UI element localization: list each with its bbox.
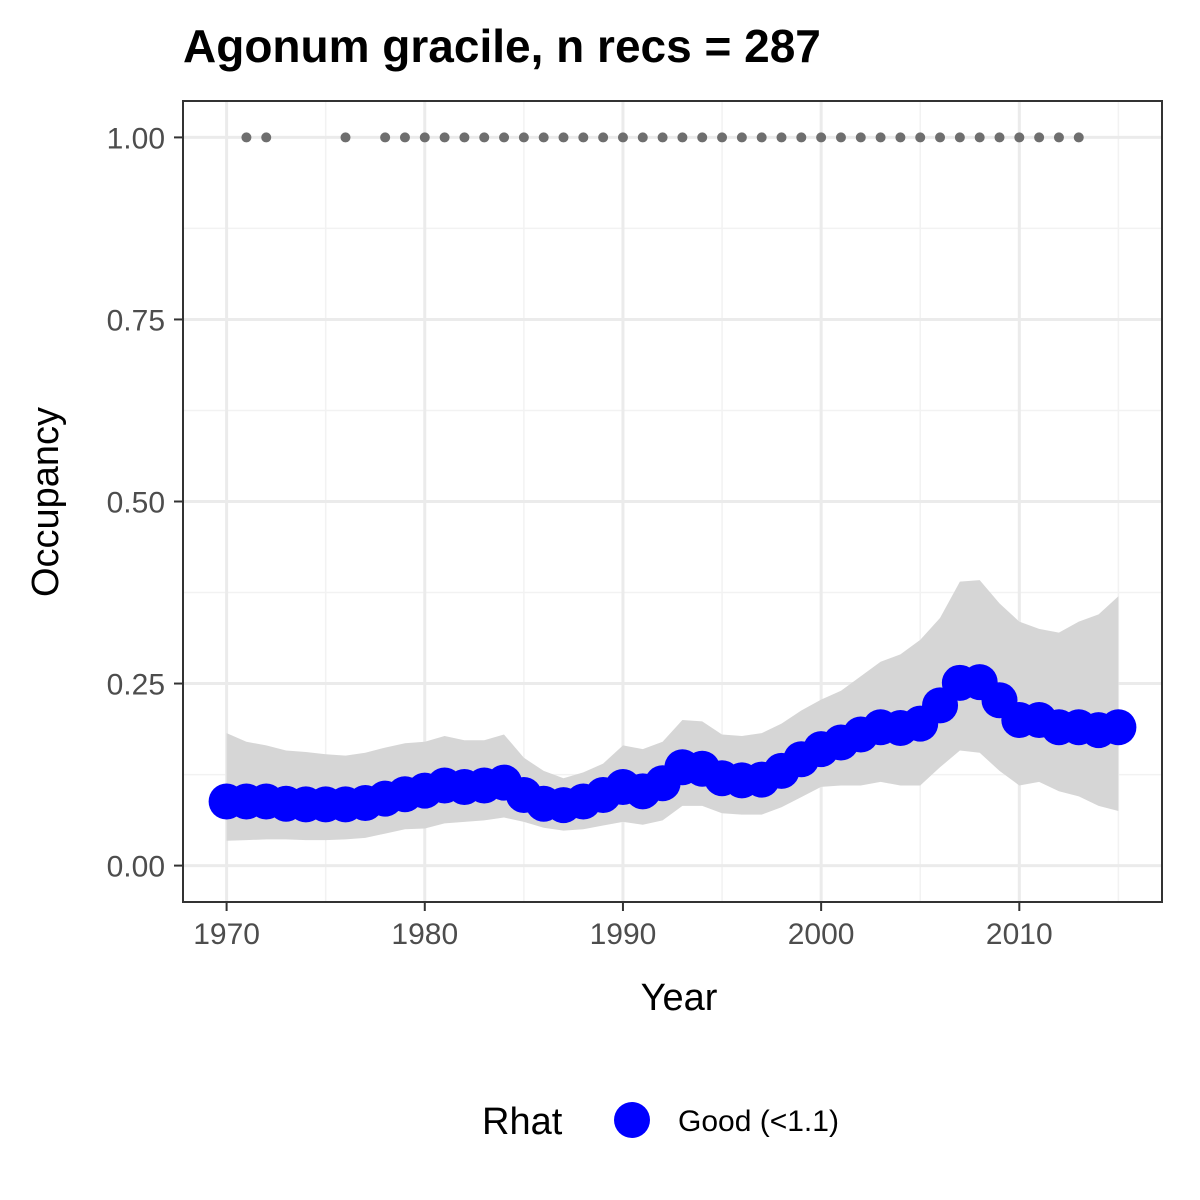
record-point [439, 132, 450, 143]
record-point [241, 132, 252, 143]
record-point [261, 132, 272, 143]
record-point [816, 132, 827, 143]
y-axis-title: Occupancy [25, 407, 67, 597]
x-tick-label: 1990 [590, 918, 657, 951]
record-point [796, 132, 807, 143]
legend-label-good: Good (<1.1) [678, 1105, 839, 1138]
record-point [776, 132, 787, 143]
record-point [915, 132, 926, 143]
record-point [895, 132, 906, 143]
record-point [677, 132, 688, 143]
record-point [380, 132, 391, 143]
legend: Rhat Good (<1.1) [482, 1101, 839, 1143]
record-point [1053, 132, 1064, 143]
plot-panel [182, 100, 1163, 903]
record-point [637, 132, 648, 143]
record-point [1014, 132, 1025, 143]
record-point [855, 132, 866, 143]
record-point [578, 132, 589, 143]
y-tick-label: 0.25 [107, 669, 165, 702]
record-point [1073, 132, 1084, 143]
legend-title: Rhat [482, 1101, 563, 1143]
y-tick-label: 1.00 [107, 122, 165, 155]
x-tick-label: 1980 [391, 918, 458, 951]
record-point [1034, 132, 1045, 143]
record-point [479, 132, 490, 143]
y-tick-label: 0.50 [107, 487, 165, 520]
x-axis: 1970 1980 1990 2000 2010 [193, 902, 1053, 951]
record-point [657, 132, 668, 143]
record-point [697, 132, 708, 143]
record-point [558, 132, 569, 143]
x-tick-label: 2000 [788, 918, 855, 951]
x-tick-label: 2010 [986, 918, 1053, 951]
record-point [835, 132, 846, 143]
record-point [538, 132, 549, 143]
trend-line-layer [208, 664, 1137, 824]
record-point [736, 132, 747, 143]
record-point [717, 132, 728, 143]
y-axis: 0.00 0.25 0.50 0.75 1.00 [107, 122, 183, 884]
record-point [935, 132, 946, 143]
chart-title: Agonum gracile, n recs = 287 [183, 20, 821, 72]
record-point [518, 132, 529, 143]
record-point [875, 132, 886, 143]
record-point [617, 132, 628, 143]
record-point [419, 132, 430, 143]
record-point [459, 132, 470, 143]
y-tick-label: 0.75 [107, 304, 165, 337]
record-point [340, 132, 351, 143]
legend-key-good [614, 1102, 650, 1138]
record-point [756, 132, 767, 143]
x-tick-label: 1970 [193, 918, 260, 951]
occupancy-point [1100, 709, 1137, 746]
record-point [598, 132, 609, 143]
y-tick-label: 0.00 [107, 851, 165, 884]
record-point [499, 132, 510, 143]
record-point [954, 132, 965, 143]
records-layer [241, 132, 1084, 143]
record-point [399, 132, 410, 143]
record-point [994, 132, 1005, 143]
x-axis-title: Year [641, 977, 718, 1019]
record-point [974, 132, 985, 143]
